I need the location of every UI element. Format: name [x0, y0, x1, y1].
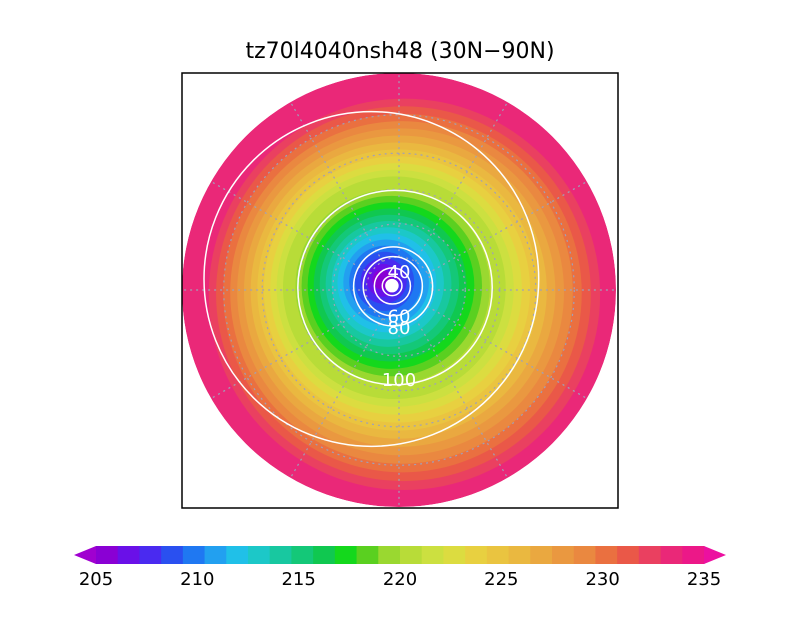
contour-line [373, 267, 412, 305]
colorbar: 205 210 215 220 225 230 235 [74, 546, 726, 590]
lon-line [414, 101, 509, 262]
colorbar-segment [400, 546, 423, 564]
colorbar-segment [334, 546, 358, 564]
contour-label: 60 [388, 306, 411, 327]
latlon-grid [182, 73, 616, 507]
contour-line [385, 278, 399, 293]
contours [203, 110, 540, 448]
colorbar-segment [313, 546, 336, 564]
lon-line [427, 180, 588, 275]
contour-label: 80 [388, 318, 411, 339]
colorbar-segment [291, 546, 314, 564]
lat-circle [332, 223, 466, 357]
colorbar-segment [530, 546, 553, 564]
colorbar-low-arrow [74, 546, 96, 564]
colorbar-segment [356, 546, 379, 564]
colorbar-segment [595, 546, 618, 564]
lon-line [414, 318, 509, 479]
lon-line [210, 305, 371, 400]
colorbar-segment [660, 546, 683, 564]
lon-line [427, 305, 588, 400]
filled-field [182, 73, 616, 507]
lon-line [289, 101, 384, 262]
colorbar-segment [204, 546, 227, 564]
colorbar-segment [638, 546, 662, 564]
field-ring [376, 274, 387, 285]
colorbar-segment [552, 546, 575, 564]
colorbar-tick-label: 220 [383, 569, 417, 590]
contour-line [297, 189, 493, 386]
contour-label: 40 [388, 262, 411, 283]
colorbar-tick-label: 225 [484, 569, 518, 590]
contour-label: 100 [382, 370, 416, 391]
colorbar-segment [421, 546, 444, 564]
lat-circle [223, 114, 575, 466]
contour-line [362, 255, 424, 317]
contour-line [381, 275, 403, 297]
colorbar-segment [96, 546, 119, 564]
lon-line [289, 318, 384, 479]
colorbar-segment [226, 546, 249, 564]
colorbar-tick-label: 235 [687, 569, 721, 590]
colorbar-tick-label: 215 [281, 569, 315, 590]
colorbar-high-arrow [704, 546, 726, 564]
colorbar-segment [139, 546, 162, 564]
colorbar-segment [617, 546, 640, 564]
colorbar-segment [378, 546, 401, 564]
colorbar-segment [682, 546, 705, 564]
plot-frame [181, 72, 619, 509]
chart-title: tz70l4040nsh48 (30N−90N) [245, 39, 554, 64]
colorbar-tick-label: 230 [585, 569, 619, 590]
contour-line [352, 246, 434, 327]
colorbar-segment [269, 546, 292, 564]
colorbar-segment [465, 546, 488, 564]
colorbar-segment [486, 546, 510, 564]
colorbar-segment [508, 546, 531, 564]
contour-line [203, 110, 540, 448]
colorbar-segment [248, 546, 271, 564]
colorbar-tick-label: 205 [79, 569, 113, 590]
colorbar-segment [182, 546, 206, 564]
colorbar-segment [161, 546, 184, 564]
colorbar-segment [573, 546, 596, 564]
colorbar-segment [117, 546, 140, 564]
lon-line [210, 180, 371, 275]
colorbar-tick-label: 210 [180, 569, 214, 590]
colorbar-segment [443, 546, 466, 564]
